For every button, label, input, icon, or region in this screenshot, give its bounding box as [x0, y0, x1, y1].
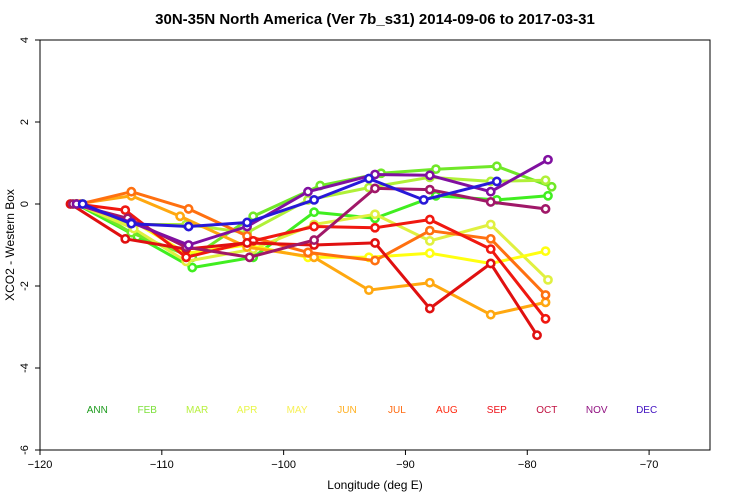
data-point [77, 199, 88, 209]
data-point [183, 240, 194, 250]
data-point [364, 285, 374, 295]
data-point [424, 248, 435, 259]
chart-title: 30N-35N North America (Ver 7b_s31) 2014-… [155, 11, 595, 28]
x-tick-label: −120 [28, 459, 53, 471]
data-point [244, 252, 255, 263]
data-point [309, 194, 319, 205]
data-point [370, 238, 380, 248]
data-point [126, 186, 137, 197]
x-tick-label: −100 [271, 459, 296, 471]
data-point [370, 209, 380, 220]
y-tick-label: -2 [19, 281, 31, 291]
data-point [424, 214, 435, 225]
y-tick-label: -4 [19, 363, 31, 373]
data-point [303, 186, 313, 197]
data-point [485, 309, 496, 320]
x-tick-label: −70 [640, 459, 659, 471]
data-point [181, 252, 192, 263]
y-axis-label: XCO2 - Western Box [3, 189, 17, 301]
legend-entry: FEB [137, 405, 157, 416]
data-point [424, 170, 435, 181]
legend-entry: DEC [636, 405, 657, 416]
series-11 [77, 173, 502, 232]
data-point [126, 218, 137, 229]
legend: ANN FEB MAR APR MAY JUN JUL AUG SEP OCT NOV DEC [87, 405, 658, 416]
data-point [183, 221, 194, 232]
data-point [309, 235, 319, 245]
data-point [364, 173, 374, 184]
data-point [424, 235, 435, 246]
series-line [81, 177, 499, 228]
data-point [485, 233, 496, 244]
legend-entry: ANN [87, 405, 108, 416]
data-point [309, 221, 319, 232]
data-point [418, 194, 429, 205]
data-point [540, 204, 551, 214]
x-tick-label: −110 [150, 459, 174, 471]
y-tick-label: 0 [19, 201, 31, 207]
x-axis-label: Longitude (deg E) [327, 478, 422, 492]
data-point [187, 262, 198, 273]
data-point [424, 184, 435, 195]
data-point [532, 330, 542, 341]
data-point [242, 217, 252, 228]
series-6 [75, 186, 551, 300]
plot-frame [39, 39, 711, 451]
legend-entry: OCT [536, 405, 557, 416]
series-5 [71, 190, 551, 320]
data-point [491, 161, 502, 172]
data-point [543, 190, 553, 201]
x-tick-label: −80 [518, 459, 537, 471]
x-axis-ticks: −120 −110 −100 −90 −80 −70 [28, 450, 659, 471]
legend-entry: NOV [586, 405, 608, 416]
data-point [546, 181, 557, 192]
data-point [485, 197, 496, 207]
data-point [309, 207, 319, 218]
data-point [175, 211, 185, 222]
data-point [485, 258, 496, 269]
x-tick-label: −90 [396, 459, 415, 471]
data-point [424, 303, 435, 314]
legend-entry: APR [237, 405, 258, 416]
data-point [120, 205, 131, 216]
data-point [370, 183, 380, 194]
data-point [485, 244, 496, 254]
y-tick-label: 2 [19, 119, 31, 125]
y-axis-ticks: -6 -4 -2 0 2 4 [19, 37, 40, 455]
legend-entry: MAR [186, 405, 208, 416]
data-point [120, 233, 131, 244]
data-point [303, 247, 313, 258]
data-point [491, 176, 502, 187]
y-tick-label: -6 [19, 445, 31, 455]
data-point [543, 274, 553, 285]
series-layer [65, 154, 557, 341]
data-point [242, 238, 252, 248]
data-point [370, 222, 380, 233]
data-point [540, 290, 551, 300]
data-point [183, 204, 194, 214]
y-tick-label: 4 [19, 37, 31, 43]
data-point [540, 313, 551, 324]
data-point [424, 225, 435, 236]
data-point [540, 246, 551, 257]
legend-entry: MAY [287, 405, 308, 416]
legend-entry: AUG [436, 405, 458, 416]
data-point [370, 255, 380, 266]
data-point [485, 219, 496, 230]
data-point [431, 164, 441, 175]
legend-entry: JUN [337, 405, 356, 416]
data-point [540, 175, 551, 186]
legend-entry: SEP [487, 405, 507, 416]
data-point [485, 186, 496, 197]
data-point [424, 277, 435, 288]
legend-entry: JUL [388, 405, 406, 416]
data-point [543, 154, 553, 165]
